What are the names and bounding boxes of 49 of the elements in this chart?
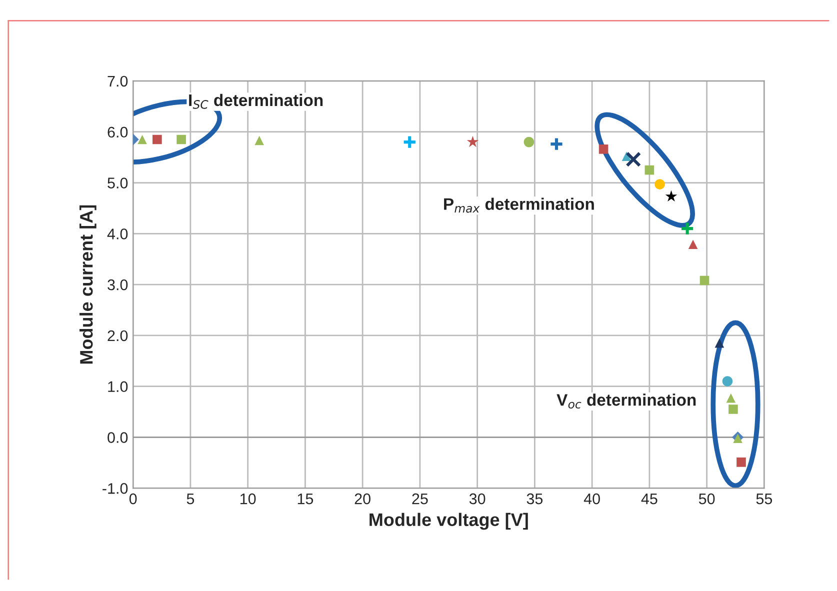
point (626, 152, 642, 168)
point (688, 240, 698, 250)
y-tick-label: 3.0 (108, 279, 128, 290)
x-tick-label: 5 (186, 494, 194, 504)
y-tick-label: 4.0 (107, 228, 128, 240)
x-tick-label: 25 (412, 493, 428, 504)
point (176, 134, 186, 144)
point (549, 136, 564, 152)
y-axis-title: Module current [A] (80, 205, 96, 364)
point (700, 276, 710, 286)
point (138, 134, 147, 144)
x-tick-label: 50 (698, 493, 715, 504)
point (736, 458, 746, 467)
annotation: I$_{SC}$ determination (189, 94, 323, 109)
x-tick-label: 35 (526, 493, 543, 504)
y-tick-label: 7.0 (108, 76, 128, 87)
point (680, 221, 695, 236)
point (598, 144, 608, 154)
x-tick-label: 20 (354, 493, 370, 504)
x-tick-label: 40 (584, 493, 600, 504)
point (722, 376, 733, 386)
x-tick-label: 15 (298, 494, 314, 504)
x-axis-title: Module voltage [V] (370, 512, 528, 530)
x-tick-label: 45 (641, 494, 658, 504)
y-tick-label: 6.0 (108, 126, 128, 138)
annotation: V$_{oc}$ determination (556, 394, 696, 409)
annotation: P$_{max}$ determination (444, 198, 594, 213)
point (726, 393, 736, 403)
point (714, 338, 724, 348)
x-tick-label: 10 (240, 493, 256, 504)
point (254, 136, 264, 146)
x-tick-label: 55 (756, 494, 772, 504)
point (644, 165, 654, 175)
point (152, 134, 162, 144)
point (622, 152, 632, 161)
y-tick-label: -1.0 (102, 483, 128, 494)
y-tick-label: 5.0 (108, 178, 128, 188)
point (466, 136, 479, 148)
point (728, 404, 738, 414)
x-tick-label: 30 (469, 493, 486, 504)
y-tick-label: 0.0 (108, 432, 128, 443)
x-tick-label: 0 (129, 493, 137, 504)
point (654, 179, 665, 190)
point (665, 190, 678, 202)
y-tick-label: 1.0 (108, 381, 128, 392)
point (733, 434, 742, 443)
point (402, 134, 417, 150)
y-tick-label: 2.0 (108, 330, 128, 342)
point (524, 136, 534, 148)
